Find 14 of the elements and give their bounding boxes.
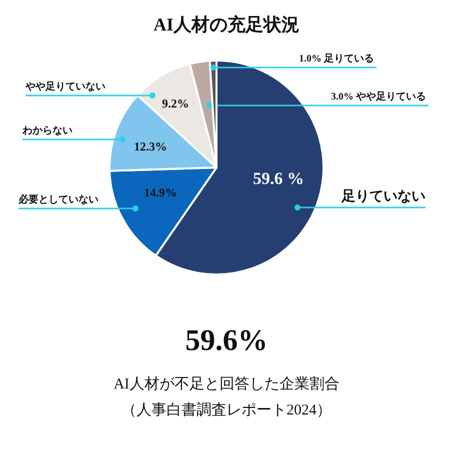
- text: AI人材が不足と回答した企業割合: [114, 376, 340, 392]
- data-label: 14.9%: [144, 186, 177, 200]
- data-label: 59.6 %: [253, 169, 304, 188]
- slice-label: 3.0% やや足りている: [331, 90, 426, 102]
- text: （人事白書調査レポート2024）: [122, 402, 332, 418]
- slice-label: 必要としていない: [18, 194, 98, 206]
- data-label: 9.2%: [162, 96, 189, 110]
- text: 59.6%: [185, 324, 268, 357]
- chart-title: AI人材の充足状況: [154, 14, 300, 34]
- slice-label: 足りていない: [340, 188, 426, 204]
- slice-label: わからない: [22, 126, 72, 136]
- data-label: 12.3%: [134, 140, 167, 154]
- slice-label: やや足りていない: [24, 80, 106, 92]
- slice-label: 1.0% 足りている: [299, 52, 374, 64]
